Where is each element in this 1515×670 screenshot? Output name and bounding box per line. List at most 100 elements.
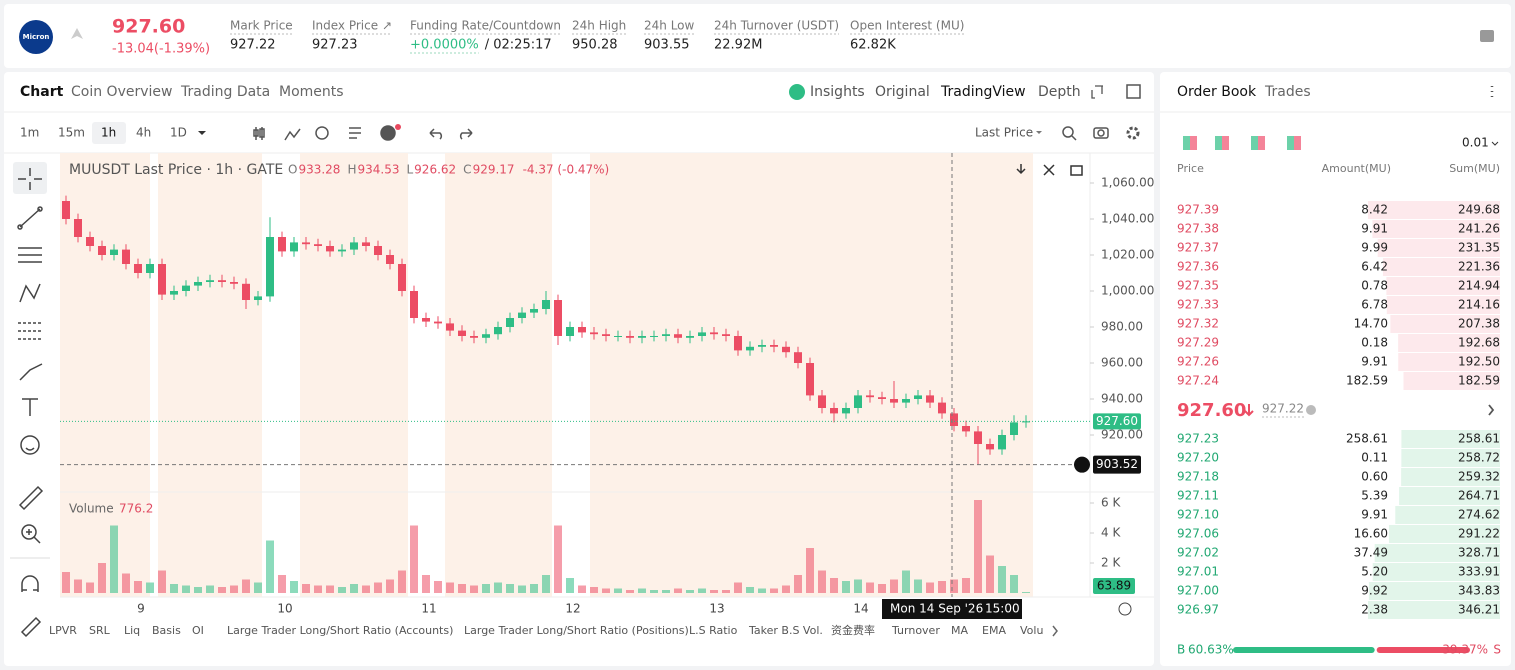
caret[interactable] xyxy=(198,131,206,135)
ob-amount: 8.42 xyxy=(1361,203,1388,217)
candle-body xyxy=(494,327,502,335)
stat-value: 903.55 xyxy=(644,38,690,53)
candle-body xyxy=(266,237,274,297)
indicator-tab[interactable]: SRL xyxy=(89,624,111,637)
ob-amount: 6.78 xyxy=(1361,298,1388,312)
volume-bar xyxy=(302,584,310,593)
candle-body xyxy=(806,363,814,396)
volume-bar xyxy=(674,588,682,593)
candle-body xyxy=(62,201,70,219)
x-tick-label: 12 xyxy=(565,602,580,616)
tab[interactable]: Chart xyxy=(20,84,64,100)
volume-bar xyxy=(710,590,718,593)
candle-body xyxy=(566,327,574,336)
volume-bar xyxy=(602,588,610,593)
chart-control[interactable] xyxy=(1070,165,1083,176)
candle-body xyxy=(290,242,298,252)
settings-icon[interactable] xyxy=(1118,602,1132,616)
ob-price: 927.18 xyxy=(1177,470,1219,484)
stat-label: Open Interest (MU) xyxy=(850,19,964,33)
candle-body xyxy=(170,291,178,295)
volume-bar xyxy=(122,573,130,593)
volume-bar xyxy=(806,548,814,593)
depth-bar xyxy=(1368,201,1500,219)
x-tick-label: 10 xyxy=(277,602,292,616)
caret[interactable] xyxy=(1036,131,1042,134)
candle-body xyxy=(326,246,334,252)
indicator-tab[interactable]: Large Trader Long/Short Ratio (Positions… xyxy=(464,624,689,637)
chart-control[interactable] xyxy=(1043,164,1055,176)
indicator-tab[interactable]: MA xyxy=(951,624,968,637)
indicator-tab[interactable]: Basis xyxy=(152,624,181,637)
indicator-tab[interactable]: Liq xyxy=(124,624,140,637)
volume-bar xyxy=(494,582,502,593)
volume-bar xyxy=(734,582,742,593)
info-icon[interactable] xyxy=(1306,405,1316,415)
indicator-tab[interactable]: Taker B.S Vol. xyxy=(748,624,823,637)
volume-bar xyxy=(458,584,466,593)
menu-icon[interactable] xyxy=(1480,30,1494,42)
indicator-tab[interactable]: EMA xyxy=(982,624,1006,637)
candle-body xyxy=(242,283,250,300)
ob-price: 927.26 xyxy=(1177,355,1219,369)
volume-bar xyxy=(578,585,586,593)
ob-sum: 346.21 xyxy=(1458,603,1500,617)
indicator-tab[interactable]: OI xyxy=(192,624,204,637)
volume-bar xyxy=(686,590,694,593)
indicator-tab[interactable]: Volu xyxy=(1020,624,1043,637)
toolbar-icons[interactable] xyxy=(249,84,1495,416)
indicator-tab[interactable]: LPVR xyxy=(49,624,77,637)
candle-body xyxy=(998,435,1006,450)
x-tick-label: 14 xyxy=(853,602,868,616)
candle-body xyxy=(362,242,370,246)
ob-sum: 231.35 xyxy=(1458,241,1500,255)
depth-bar xyxy=(1372,563,1500,581)
volume-bar xyxy=(650,590,658,593)
volume-bar xyxy=(758,588,766,593)
candle-body xyxy=(434,321,442,324)
candle-body xyxy=(758,345,766,347)
last-price: 927.60 xyxy=(112,16,185,38)
volume-bar xyxy=(986,555,994,593)
indicator-tab[interactable]: Large Trader Long/Short Ratio (Accounts) xyxy=(227,624,453,637)
volume-bar xyxy=(398,570,406,593)
drawing-tools[interactable] xyxy=(13,162,47,638)
crosshair-time: 15:00 xyxy=(985,602,1020,616)
chart-control[interactable] xyxy=(1016,164,1026,175)
indicator-tab[interactable]: 资金费率 xyxy=(831,623,875,637)
view-tab: TradingView xyxy=(940,84,1026,100)
scroll-arrow[interactable] xyxy=(1052,625,1058,637)
column-header: Sum(MU) xyxy=(1449,162,1500,175)
ob-sum: 333.91 xyxy=(1458,565,1500,579)
candle-body xyxy=(302,242,310,245)
tab[interactable]: Trading Data xyxy=(180,84,270,100)
ob-amount: 2.38 xyxy=(1361,603,1388,617)
candle-body xyxy=(638,336,646,338)
price-change: -13.04(-1.39%) xyxy=(112,42,210,57)
volume-bar xyxy=(998,566,1006,593)
indicator-tab[interactable]: L.S Ratio xyxy=(689,624,738,637)
volume-bar xyxy=(638,588,646,593)
tab[interactable]: Moments xyxy=(279,84,344,100)
candle-body xyxy=(218,280,226,282)
volume-bar xyxy=(362,585,370,593)
interval: 4h xyxy=(136,126,151,140)
volume-bar xyxy=(98,563,106,593)
volume-bar xyxy=(746,587,754,593)
candle-body xyxy=(722,334,730,336)
indicator-tab[interactable]: Turnover xyxy=(891,624,940,637)
down-arrow xyxy=(1244,404,1254,417)
volume-tick-label: 2 K xyxy=(1101,556,1121,570)
y-tick-label: 1,020.00 xyxy=(1101,248,1154,262)
buy-letter: B xyxy=(1177,643,1185,657)
ob-amount: 14.70 xyxy=(1354,317,1388,331)
last-volume-box xyxy=(1093,578,1135,595)
volume-bar xyxy=(926,582,934,593)
volume-title: Volume xyxy=(69,502,114,516)
star-icon[interactable] xyxy=(71,28,83,39)
volume-bar xyxy=(974,500,982,593)
volume-bar xyxy=(530,584,538,593)
tab[interactable]: Coin Overview xyxy=(71,84,172,100)
volume-bar xyxy=(434,581,442,593)
volume-bar xyxy=(266,540,274,593)
